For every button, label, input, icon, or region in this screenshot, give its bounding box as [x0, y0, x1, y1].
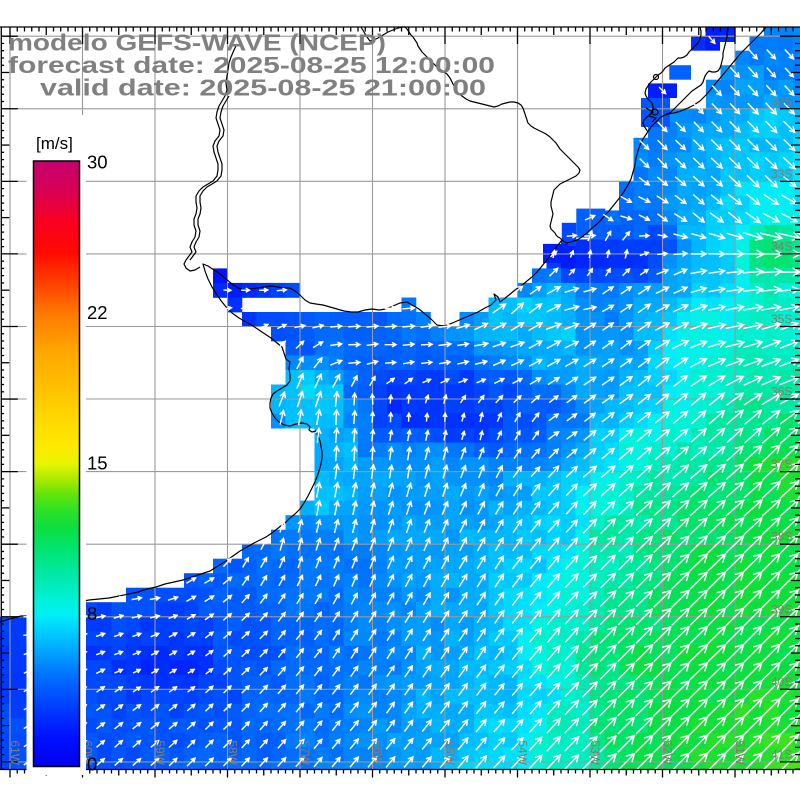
svg-text:53W: 53W: [588, 740, 602, 765]
svg-text:modelo GEFS-WAVE (NCEP): modelo GEFS-WAVE (NCEP): [8, 30, 386, 56]
svg-text:39S: 39S: [771, 602, 792, 616]
svg-text:30: 30: [87, 152, 108, 173]
svg-text:61W: 61W: [8, 740, 22, 765]
svg-text:forecast date: 2025-08-25 12:0: forecast date: 2025-08-25 12:00:00: [8, 52, 495, 78]
svg-text:56W: 56W: [371, 740, 385, 765]
svg-text:59W: 59W: [153, 740, 167, 765]
svg-text:[m/s]: [m/s]: [36, 134, 73, 153]
svg-text:valid date: 2025-08-25 21:00:0: valid date: 2025-08-25 21:00:00: [40, 75, 486, 101]
svg-text:0: 0: [87, 754, 97, 775]
svg-text:58W: 58W: [226, 740, 240, 765]
svg-text:36S: 36S: [771, 385, 792, 399]
svg-text:33S: 33S: [771, 167, 792, 181]
svg-text:15: 15: [87, 453, 108, 474]
svg-text:22: 22: [87, 302, 108, 323]
svg-text:37S: 37S: [771, 457, 792, 471]
svg-text:40S: 40S: [771, 675, 792, 689]
svg-text:57W: 57W: [298, 740, 312, 765]
svg-text:41S: 41S: [771, 747, 792, 761]
svg-text:8: 8: [87, 603, 97, 624]
svg-text:52W: 52W: [661, 740, 675, 765]
svg-text:51W: 51W: [733, 740, 747, 765]
svg-text:54W: 54W: [516, 740, 530, 765]
svg-text:38S: 38S: [771, 530, 792, 544]
svg-text:35S: 35S: [771, 312, 792, 326]
svg-text:55W: 55W: [443, 740, 457, 765]
svg-text:32S: 32S: [771, 94, 792, 108]
svg-text:34S: 34S: [771, 239, 792, 253]
